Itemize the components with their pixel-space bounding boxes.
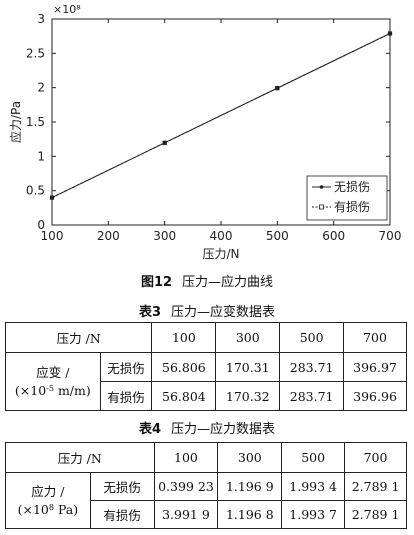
table4-unit-post: Pa) (53, 501, 79, 517)
table3-pressure-cell: 300 (215, 322, 281, 353)
x-tick-label: 600 (322, 229, 345, 243)
x-tick-label: 500 (266, 229, 289, 243)
table3-cell: 170.31 (215, 352, 281, 382)
table4-pressure-cell: 700 (344, 442, 407, 473)
table3-strain: 压力 /N 100 300 500 700 应变 / (×10-5 m/m) 无… (4, 322, 407, 411)
x-tick-label: 400 (210, 229, 233, 243)
y-tick-label: 2 (37, 81, 45, 95)
table-row: 压力 /N 100 300 500 700 (4, 322, 407, 353)
x-tick-label: 700 (379, 229, 402, 243)
table-row: 压力 /N 100 300 500 700 (5, 442, 407, 473)
table3-pressure-cell: 700 (343, 322, 407, 353)
table3-row-label-line1: 应变 / (36, 364, 70, 380)
x-axis-label: 压力/N (202, 247, 239, 261)
table4-row-name: 有损伤 (89, 500, 155, 529)
table4-caption: 表4 压力—应力数据表 (0, 418, 414, 437)
table4-cell: 1.196 9 (217, 472, 283, 501)
table3-cell: 170.32 (215, 381, 281, 411)
legend-box (306, 175, 388, 221)
data-point-damaged (275, 85, 280, 91)
table3-caption-text: 压力—应变数据表 (171, 305, 276, 320)
y-tick-label: 1 (37, 149, 45, 163)
table4-cell: 2.789 1 (344, 500, 407, 529)
table3-cell: 56.806 (151, 352, 217, 382)
y-tick-label: 0 (37, 218, 45, 232)
table3-pressure-cell: 500 (279, 322, 345, 353)
y-tick-label: 2.5 (26, 46, 45, 60)
table3-caption-number: 表3 (138, 305, 162, 320)
table3-cell: 56.804 (151, 381, 217, 411)
table4-cell: 1.993 7 (281, 500, 346, 529)
y-multiplier: ×10⁸ (53, 3, 81, 16)
data-point-damaged (49, 195, 55, 200)
table-row: 应变 / (×10-5 m/m) 无损伤 56.806 170.31 283.7… (5, 352, 407, 411)
table3-row-name: 有损伤 (99, 381, 153, 411)
y-axis-ticks: 0 0.5 1 1.5 2 2.5 3 (26, 12, 390, 232)
table3-cell: 283.71 (279, 352, 345, 382)
data-point-damaged (387, 31, 393, 36)
table3-row-label-unit: (×10-5 m/m) (6, 382, 100, 400)
table4-cell: 2.789 1 (344, 472, 407, 501)
y-tick-label: 1.5 (26, 115, 45, 129)
table4-row-name: 无损伤 (89, 472, 155, 501)
table4-row-label: 应力 / (×108 Pa) (5, 472, 91, 529)
table4-unit-exp: 8 (48, 502, 54, 512)
table4-pressure-cell: 100 (153, 442, 219, 473)
table-row: 有损伤 3.991 9 1.196 8 1.993 7 2.789 1 (6, 500, 407, 529)
table4-row-label-unit: (×108 Pa) (6, 501, 90, 519)
table-row: 有损伤 56.804 170.32 283.71 396.96 (6, 381, 407, 411)
table4-unit-pre: (×10 (17, 501, 49, 517)
legend-marker-undamaged (319, 185, 324, 189)
series-line-damaged (51, 33, 391, 199)
legend-label-damaged: 有损伤 (334, 200, 370, 214)
figure-caption: 图12 压力—应力曲线 (0, 271, 414, 290)
table3-header-label: 压力 /N (4, 322, 153, 353)
legend-marker-damaged (319, 204, 324, 210)
table3-row-label: 应变 / (×10-5 m/m) (5, 352, 101, 411)
y-tick-label: 0.5 (26, 184, 45, 198)
table3-unit-post: m/m) (53, 382, 91, 398)
x-axis-ticks: 100 200 300 400 500 600 700 (41, 19, 402, 243)
table4-cell: 3.991 9 (153, 500, 219, 529)
pressure-stress-chart: 0 0.5 1 1.5 2 2.5 3 100 200 300 400 500 600 700 ×10⁸… (8, 3, 402, 261)
x-tick-label: 100 (41, 229, 64, 243)
table-row: 应力 / (×108 Pa) 无损伤 0.399 23 1.196 9 1.99… (5, 472, 407, 529)
table4-cell: 0.399 23 (153, 472, 219, 501)
legend: 无损伤 有损伤 (306, 175, 388, 221)
table4-cell: 1.196 8 (217, 500, 283, 529)
series-group (49, 31, 393, 200)
table4-stress: 压力 /N 100 300 500 700 应力 / (×108 Pa) 无损伤… (5, 442, 407, 529)
table3-unit-pre: (×10 (14, 382, 47, 398)
y-axis-label: 应力/Pa (8, 101, 23, 143)
x-tick-label: 200 (97, 229, 120, 243)
table4-header-label: 压力 /N (5, 442, 155, 473)
table3-row-name: 无损伤 (99, 352, 153, 382)
y-tick-label: 3 (37, 12, 45, 26)
table3-cell: 396.96 (343, 381, 407, 411)
table4-caption-number: 表4 (138, 422, 162, 437)
x-tick-label: 300 (153, 229, 176, 243)
figure-caption-number: 图12 (140, 275, 173, 290)
table4-caption-text: 压力—应力数据表 (171, 422, 276, 437)
table3-cell: 396.97 (343, 352, 407, 382)
table3-cell: 283.71 (279, 381, 345, 411)
figure-caption-text: 压力—应力曲线 (182, 275, 274, 290)
table4-row-label-line1: 应力 / (31, 483, 65, 499)
legend-label-undamaged: 无损伤 (334, 180, 370, 194)
data-point-damaged (162, 140, 167, 145)
table3-unit-exp: -5 (46, 383, 54, 393)
table4-pressure-cell: 300 (217, 442, 283, 473)
table4-pressure-cell: 500 (281, 442, 346, 473)
table4-cell: 1.993 4 (281, 472, 346, 501)
table3-caption: 表3 压力—应变数据表 (0, 301, 414, 320)
table3-pressure-cell: 100 (151, 322, 217, 353)
